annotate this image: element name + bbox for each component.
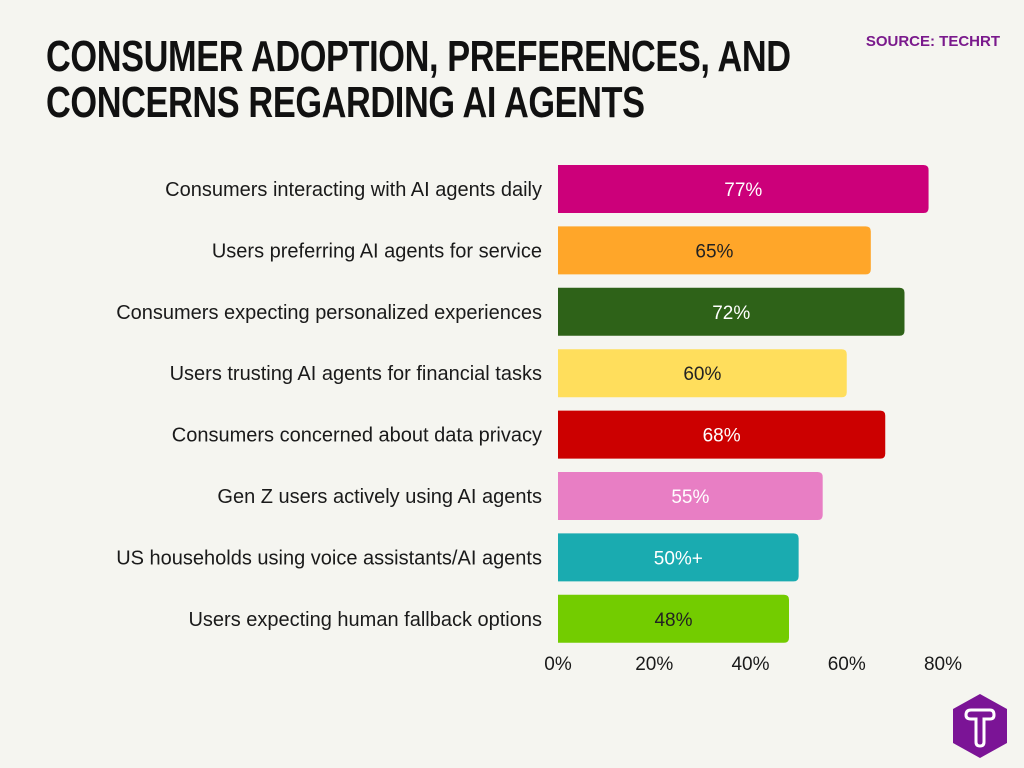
x-tick-label: 20%: [635, 654, 673, 675]
bar-value-label: 50%+: [654, 548, 703, 569]
x-tick-label: 80%: [924, 654, 962, 675]
bar: [558, 165, 929, 213]
bar-value-label: 68%: [703, 426, 741, 447]
chart-title: CONSUMER ADOPTION, PREFERENCES, AND CONCE…: [46, 34, 791, 126]
category-label: Users trusting AI agents for financial t…: [170, 363, 542, 385]
category-label: Gen Z users actively using AI agents: [217, 486, 542, 508]
bar: [558, 410, 886, 459]
category-label: Consumers interacting with AI agents dai…: [165, 179, 542, 201]
category-label: Users expecting human fallback options: [188, 609, 542, 631]
bar: [558, 349, 847, 398]
bar-value-label: 48%: [654, 610, 692, 631]
bar-value-label: 77%: [724, 180, 762, 201]
x-tick-label: 40%: [731, 654, 769, 675]
category-label: US households using voice assistants/AI …: [116, 547, 542, 569]
title-line-1: CONSUMER ADOPTION, PREFERENCES, AND: [46, 32, 791, 81]
source-label: SOURCE: TECHRT: [865, 33, 1000, 50]
bar: [558, 287, 905, 336]
title-line-2: CONCERNS REGARDING AI AGENTS: [46, 78, 645, 127]
x-tick-label: 60%: [828, 654, 866, 675]
x-tick-label: 0%: [544, 654, 572, 675]
bar: [558, 472, 823, 520]
bar-value-label: 72%: [712, 303, 750, 324]
bar-value-label: 65%: [695, 241, 733, 262]
bar: [558, 226, 871, 275]
category-label: Users preferring AI agents for service: [212, 240, 542, 262]
bar: [558, 533, 799, 582]
bar-value-label: 60%: [683, 364, 721, 385]
bar: [558, 594, 789, 643]
bar-value-label: 55%: [671, 487, 709, 508]
techrt-logo-icon: [953, 694, 1007, 758]
category-label: Consumers concerned about data privacy: [172, 425, 542, 447]
category-label: Consumers expecting personalized experie…: [116, 302, 542, 324]
